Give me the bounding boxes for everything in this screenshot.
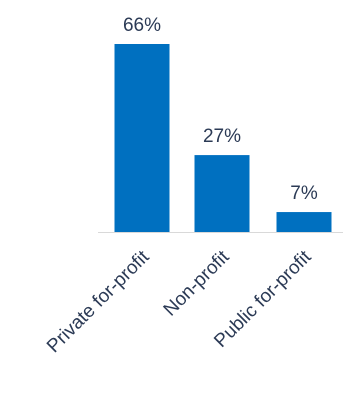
bars-group bbox=[114, 44, 332, 232]
bar-1 bbox=[114, 44, 170, 232]
bar-3 bbox=[276, 212, 332, 232]
category-label-2: Non-profit bbox=[160, 246, 234, 320]
value-labels-group: 66% 27% 7% bbox=[123, 15, 318, 204]
value-label-1: 66% bbox=[123, 15, 161, 36]
value-label-3: 7% bbox=[290, 183, 318, 204]
category-label-1: Private for-profit bbox=[43, 246, 154, 357]
value-label-2: 27% bbox=[203, 126, 241, 147]
bar-2 bbox=[194, 155, 250, 232]
